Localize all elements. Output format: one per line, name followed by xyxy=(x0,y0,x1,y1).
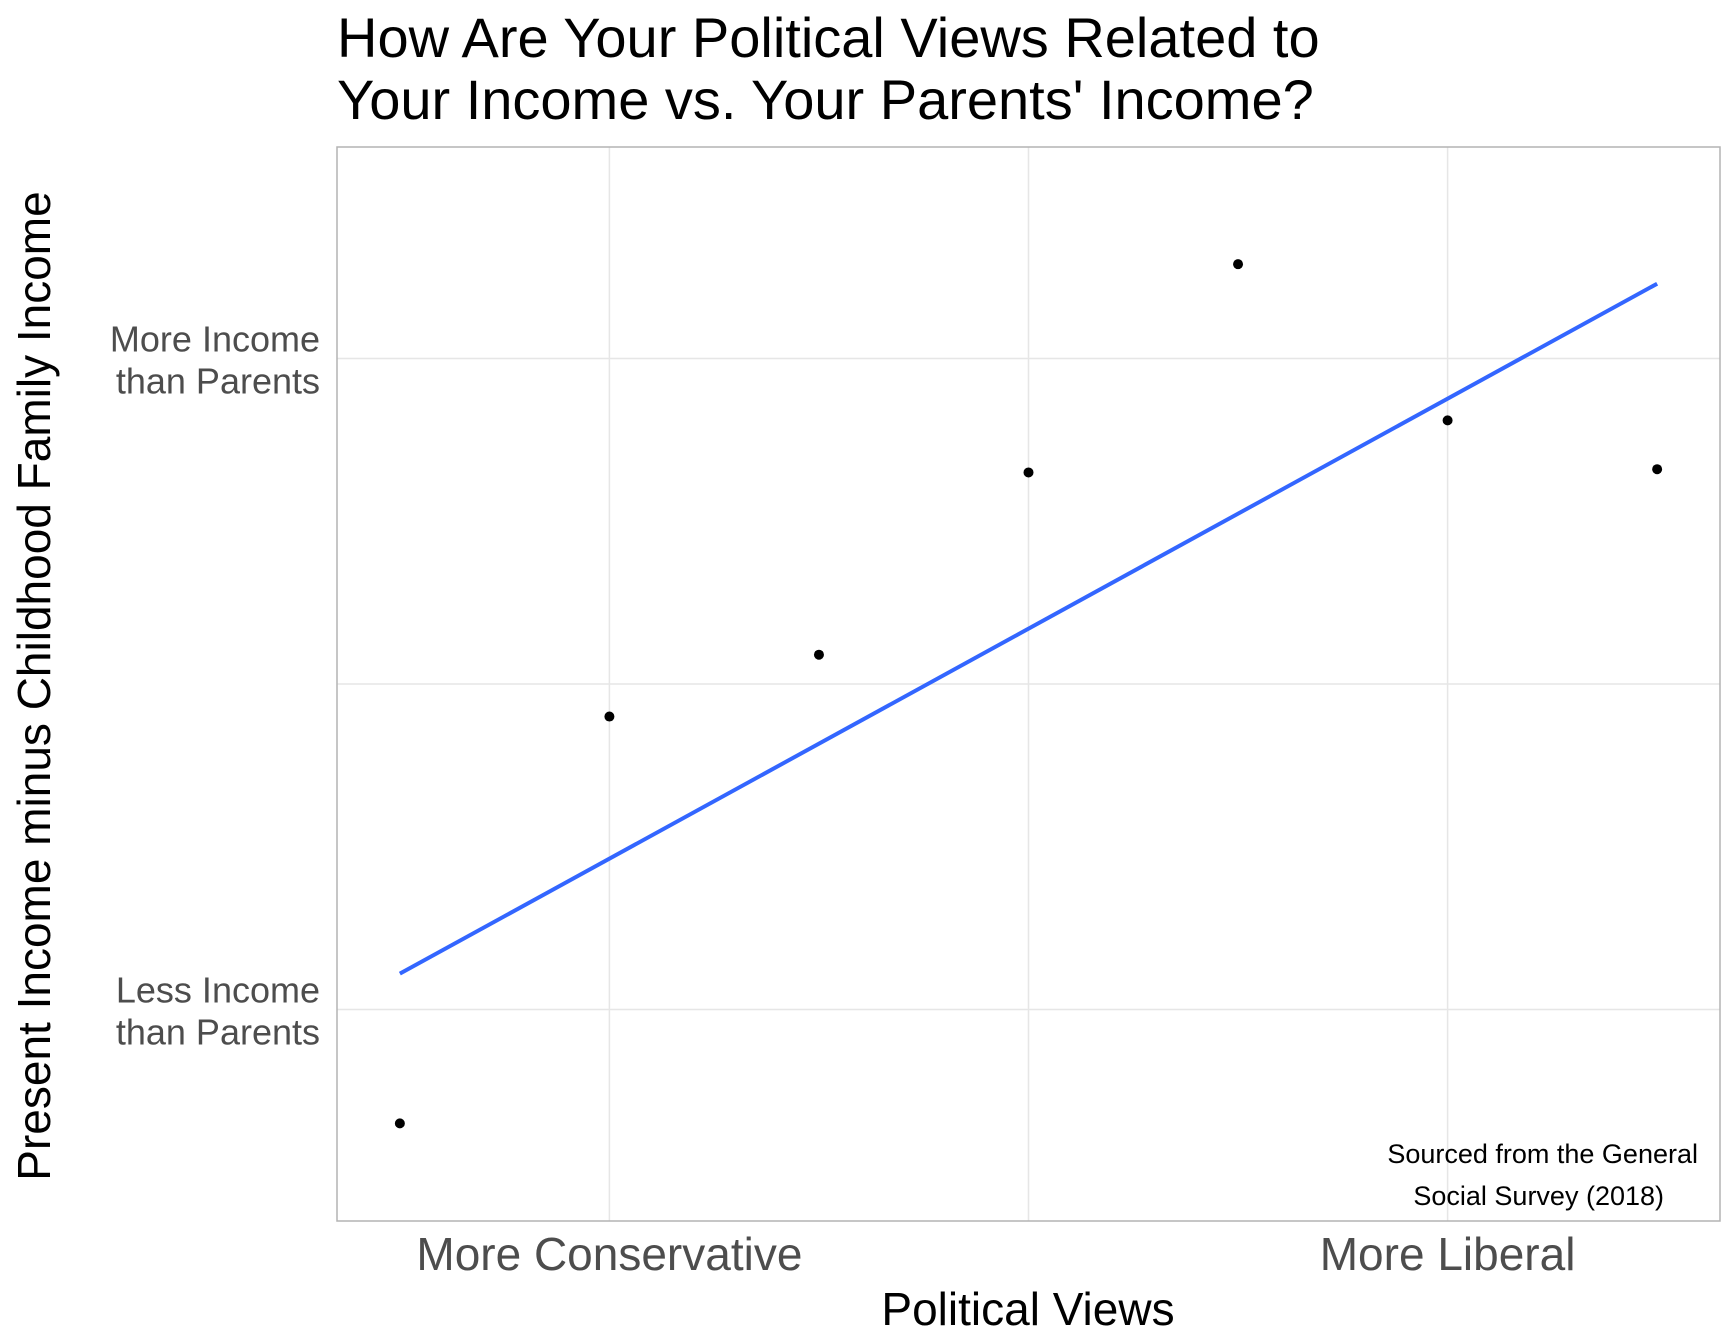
y-tick-label-line: More Income xyxy=(110,319,320,360)
data-point-3 xyxy=(813,649,824,660)
trend-line xyxy=(398,281,1659,976)
source-caption-line-1: Sourced from the General xyxy=(1387,1139,1698,1169)
x-axis-title: Political Views xyxy=(881,1283,1174,1335)
data-point-5 xyxy=(1233,259,1244,270)
data-point-6 xyxy=(1442,415,1453,426)
y-tick-label-line: than Parents xyxy=(116,361,320,402)
chart-title-line-2: Your Income vs. Your Parents' Income? xyxy=(337,68,1314,131)
plot-panel-border xyxy=(336,146,1721,1222)
data-point-7 xyxy=(1652,464,1663,475)
chart-title-line-1: How Are Your Political Views Related to xyxy=(337,6,1320,69)
data-point-2 xyxy=(604,711,615,722)
gridlines xyxy=(337,147,1720,1221)
source-caption-line-2: Social Survey (2018) xyxy=(1413,1181,1664,1211)
x-axis-tick-labels: More Conservative More Liberal xyxy=(416,1228,1575,1280)
scatter-points xyxy=(394,259,1663,1129)
data-point-1 xyxy=(394,1118,405,1129)
y-tick-label-line: Less Income xyxy=(116,969,320,1010)
y-axis-title: Present Income minus Childhood Family In… xyxy=(8,191,60,1180)
x-tick-label-2: More Liberal xyxy=(1320,1228,1576,1280)
trend-line-layer xyxy=(398,281,1659,976)
x-tick-label-1: More Conservative xyxy=(416,1228,802,1280)
data-point-4 xyxy=(1023,467,1034,478)
y-tick-label-line: than Parents xyxy=(116,1011,320,1052)
